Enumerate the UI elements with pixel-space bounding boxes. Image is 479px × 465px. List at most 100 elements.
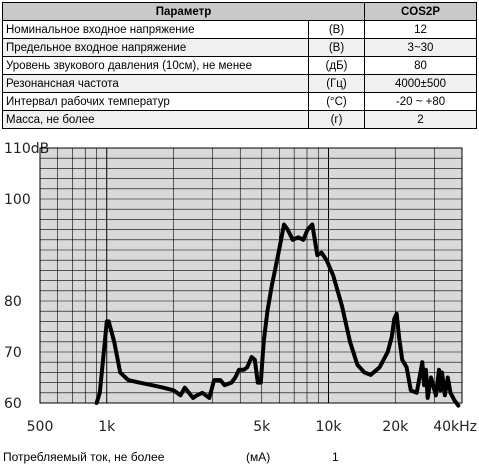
x-tick-label: 40kHz — [433, 419, 477, 435]
model-header: COS2P — [364, 2, 477, 21]
y-tick-label: 110dB — [4, 141, 49, 157]
data-point — [378, 365, 382, 369]
data-point — [310, 222, 314, 227]
data-point — [395, 312, 399, 316]
data-point — [400, 358, 404, 362]
data-point — [187, 391, 191, 395]
current-unit: (мА) — [246, 450, 271, 464]
param-value: 3~30 — [364, 38, 477, 57]
data-point — [301, 238, 305, 242]
data-point — [207, 396, 211, 400]
y-tick-label: 70 — [4, 345, 22, 361]
x-tick-label: 1k — [98, 419, 116, 435]
table-row: Интервал рабочих температур (°С) -20 ~ +… — [2, 92, 477, 111]
spec-table: Параметр COS2P Номинальное входное напря… — [2, 2, 477, 129]
param-name: Предельное входное напряжение — [2, 38, 309, 57]
data-point — [137, 381, 141, 385]
param-value: 12 — [364, 20, 477, 39]
frequency-response-chart: 110dB 100 80 70 60 500 1k 5k 10k 20k 40kHz — [4, 141, 477, 435]
param-unit: (В) — [308, 38, 365, 57]
data-point — [286, 228, 290, 232]
data-point — [212, 378, 216, 382]
data-point — [183, 386, 187, 390]
param-name: Номинальное входное напряжение — [2, 20, 309, 39]
data-point — [438, 388, 443, 392]
data-point — [443, 393, 447, 397]
data-point — [437, 368, 441, 372]
data-point — [306, 228, 310, 232]
data-point — [242, 368, 246, 372]
param-value: 2 — [364, 110, 477, 129]
data-point — [274, 263, 278, 267]
y-tick-label: 60 — [4, 396, 22, 412]
data-point — [392, 317, 396, 321]
data-point — [150, 383, 154, 387]
data-point — [161, 386, 165, 390]
table-row: Масса, не более (г) 2 — [2, 110, 477, 129]
y-tick-label: 80 — [4, 294, 22, 310]
spec-table-header-row: Параметр COS2P — [2, 2, 477, 21]
current-consumption-row: Потребляемый ток, не более (мА) 1 — [3, 450, 473, 464]
data-point — [233, 375, 237, 380]
data-point — [420, 360, 424, 364]
axis-labels: 110dB 100 80 70 60 500 1k 5k 10k 20k 40kHz — [4, 141, 477, 435]
param-value: 4000±500 — [364, 74, 477, 93]
data-point — [245, 365, 249, 369]
data-point — [256, 381, 260, 385]
data-point — [319, 251, 324, 255]
param-unit: (В) — [308, 20, 365, 39]
table-row: Резонансная частота (Гц) 4000±500 — [2, 74, 477, 93]
data-point — [265, 309, 269, 313]
current-label: Потребляемый ток, не более — [3, 450, 165, 464]
data-point — [362, 370, 366, 374]
data-point — [397, 335, 401, 339]
data-point — [282, 222, 286, 227]
data-point — [178, 393, 183, 397]
param-unit: (дБ) — [308, 56, 365, 75]
data-point — [262, 340, 266, 344]
data-point — [118, 370, 122, 374]
param-name: Интервал рабочих температур — [2, 92, 309, 111]
data-point — [195, 393, 199, 397]
table-row: Предельное входное напряжение (В) 3~30 — [2, 38, 477, 57]
data-point — [429, 375, 433, 380]
data-point — [229, 381, 233, 385]
data-point — [112, 340, 116, 344]
data-point — [456, 404, 460, 408]
data-point — [315, 253, 319, 257]
data-point — [253, 358, 257, 362]
data-point — [448, 391, 453, 395]
data-point — [369, 373, 373, 377]
x-tick-label: 10k — [316, 419, 343, 435]
table-row: Номинальное входное напряжение (В) 12 — [2, 20, 477, 39]
data-point — [237, 368, 241, 372]
data-point — [291, 238, 295, 242]
table-row: Уровень звукового давления (10см), не ме… — [2, 56, 477, 75]
param-header: Параметр — [2, 2, 365, 21]
param-unit: (Гц) — [308, 74, 365, 93]
current-value: 1 — [332, 450, 339, 464]
data-point — [422, 383, 426, 387]
data-point — [355, 363, 359, 367]
data-point — [415, 391, 419, 395]
response-curve-line — [94, 222, 461, 408]
data-point — [434, 393, 438, 397]
data-point — [452, 398, 457, 402]
data-point — [426, 396, 430, 400]
data-point — [446, 375, 450, 380]
data-point — [250, 355, 254, 359]
data-point — [325, 258, 329, 262]
chart-grid — [40, 148, 462, 403]
param-value: 80 — [364, 56, 477, 75]
param-name: Масса, не более — [2, 110, 309, 129]
data-point — [331, 273, 335, 278]
x-tick-label: 20k — [382, 419, 409, 435]
x-tick-label: 5k — [253, 419, 271, 435]
plot-frame — [39, 147, 463, 404]
data-point — [390, 335, 394, 339]
data-point — [424, 368, 428, 372]
param-unit: (г) — [308, 110, 365, 129]
data-point — [340, 304, 344, 308]
data-point — [191, 396, 195, 400]
data-point — [98, 391, 102, 395]
